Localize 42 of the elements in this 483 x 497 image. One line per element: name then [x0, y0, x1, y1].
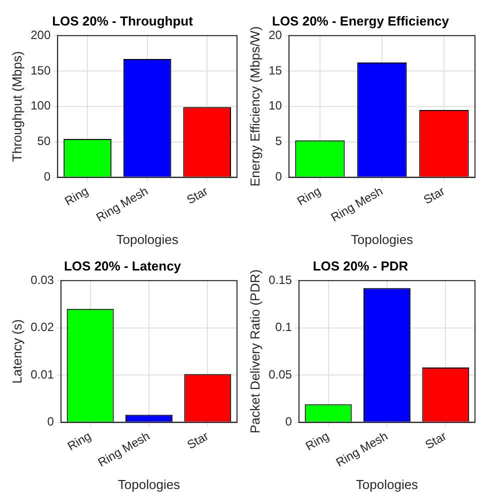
y-tick-label: 10	[268, 98, 282, 113]
y-tick-label: 15	[268, 63, 282, 78]
x-tick-label: Ring	[62, 184, 91, 208]
y-tick-label: 200	[30, 28, 51, 42]
y-tick-label: 5	[275, 134, 282, 148]
chart-title: LOS 20% - Energy Efficiency	[272, 13, 450, 28]
y-tick-label: 0	[44, 170, 51, 184]
y-tick-label: 0	[275, 170, 282, 184]
y-tick-label: 0.03	[30, 272, 54, 287]
y-axis-title: Latency (s)	[9, 319, 24, 384]
x-tick-label: Ring	[294, 184, 324, 208]
y-axis-title: Energy Efficiency (Mbps/W)	[247, 26, 262, 186]
y-tick-label: 0.05	[268, 367, 292, 382]
y-axis-title: Throughput (Mbps)	[9, 51, 24, 162]
x-tick-label: Star	[184, 184, 210, 207]
x-tick-label: Ring	[303, 428, 332, 454]
y-tick-label: 0.02	[30, 320, 54, 334]
x-tick-label: Star	[184, 428, 211, 452]
chart-title: LOS 20% - Throughput	[52, 13, 194, 28]
y-tick-label: 0	[47, 414, 54, 429]
x-tick-label: Ring	[65, 428, 94, 454]
x-tick-label: Star	[422, 428, 449, 452]
x-axis-title: Topologies	[356, 476, 419, 492]
x-tick-label: Ring Mesh	[94, 184, 150, 225]
x-tick-label: Ring Mesh	[333, 428, 390, 470]
y-tick-label: 150	[30, 63, 51, 78]
y-tick-label: 0.1	[275, 320, 292, 334]
y-tick-label: 50	[37, 134, 51, 148]
x-axis-title: Topologies	[116, 232, 179, 247]
x-axis-title: Topologies	[118, 476, 181, 492]
y-tick-label: 20	[268, 28, 282, 42]
x-tick-label: Ring Mesh	[328, 184, 386, 225]
chart-title: LOS 20% - PDR	[312, 258, 409, 274]
y-tick-label: 0	[285, 414, 292, 429]
x-tick-label: Star	[421, 184, 448, 207]
y-tick-label: 0.15	[268, 272, 292, 287]
x-axis-title: Topologies	[350, 232, 414, 247]
chart-title: LOS 20% - Latency	[64, 258, 182, 274]
y-axis-title: Packet Delivery Ratio (PDR)	[247, 269, 262, 434]
y-tick-label: 0.01	[30, 367, 54, 382]
y-tick-label: 100	[30, 98, 51, 113]
x-tick-label: Ring Mesh	[95, 428, 152, 470]
